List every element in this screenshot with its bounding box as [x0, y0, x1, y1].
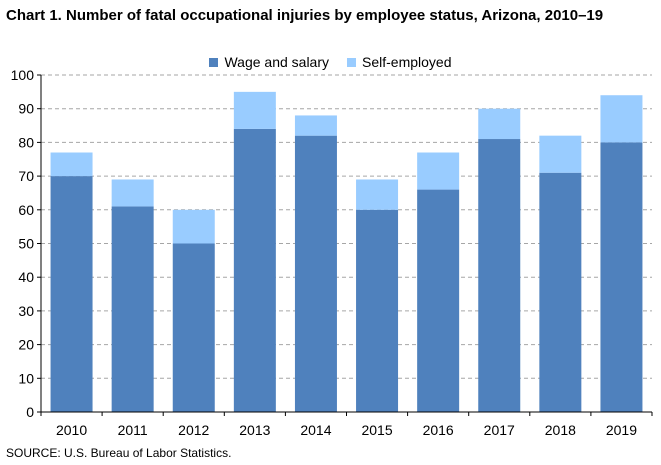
legend-label-self: Self-employed [362, 54, 452, 70]
x-tick-label: 2011 [118, 422, 148, 438]
x-tick-label: 2013 [239, 422, 270, 438]
y-tick-label: 20 [18, 337, 34, 353]
x-tick-label: 2019 [606, 422, 637, 438]
bar-wage-2010 [50, 176, 93, 412]
x-tick-label: 2018 [545, 422, 576, 438]
x-tick-label: 2010 [56, 422, 87, 438]
x-tick-label: 2016 [423, 422, 454, 438]
bar-wage-2018 [539, 172, 582, 412]
y-tick-label: 100 [11, 67, 35, 83]
bar-self-2019 [600, 95, 643, 143]
y-tick-label: 80 [18, 134, 34, 150]
y-tick-label: 0 [26, 404, 34, 420]
bar-self-2015 [356, 179, 399, 210]
bar-self-2010 [50, 152, 93, 177]
x-tick-label: 2014 [300, 422, 331, 438]
axes: 0 10 20 30 40 50 60 70 80 90 100 2010 2011 2012 2013 20… [11, 67, 653, 438]
bar-wage-2014 [294, 135, 337, 412]
x-tick-label: 2012 [178, 422, 209, 438]
x-tick-label: 2015 [361, 422, 392, 438]
source-note: SOURCE: U.S. Bureau of Labor Statistics. [6, 446, 232, 460]
bar-self-2012 [172, 209, 215, 244]
chart-plot: 0 10 20 30 40 50 60 70 80 90 100 2010 2011 2012 2013 20… [11, 67, 653, 438]
x-tick-label: 2017 [484, 422, 515, 438]
bar-wage-2017 [478, 139, 521, 412]
y-tick-label: 90 [18, 101, 34, 117]
legend-label-wage: Wage and salary [224, 54, 330, 70]
y-tick-label: 10 [18, 370, 34, 386]
legend: Wage and salary Self-employed [0, 54, 661, 70]
bar-self-2018 [539, 135, 582, 173]
y-tick-label: 50 [18, 236, 34, 252]
bar-self-2016 [417, 152, 460, 190]
bar-wage-2015 [356, 209, 399, 412]
legend-item-wage: Wage and salary [209, 54, 329, 70]
bar-self-2011 [111, 179, 154, 207]
bar-wage-2011 [111, 206, 154, 412]
y-tick-label: 70 [18, 168, 34, 184]
bar-self-2013 [233, 91, 276, 129]
y-tick-label: 60 [18, 202, 34, 218]
y-tick-label: 30 [18, 303, 34, 319]
bar-wage-2012 [172, 243, 215, 412]
bar-self-2017 [478, 108, 521, 140]
bar-wage-2019 [600, 142, 643, 412]
bars [50, 91, 643, 413]
chart-title: Chart 1. Number of fatal occupational in… [6, 7, 604, 24]
bar-self-2014 [294, 115, 337, 136]
y-tick-label: 40 [18, 269, 34, 285]
bar-wage-2016 [417, 189, 460, 412]
legend-swatch-wage [209, 57, 219, 67]
legend-item-self: Self-employed [347, 54, 452, 70]
bar-wage-2013 [233, 128, 276, 413]
legend-swatch-self [347, 57, 357, 67]
